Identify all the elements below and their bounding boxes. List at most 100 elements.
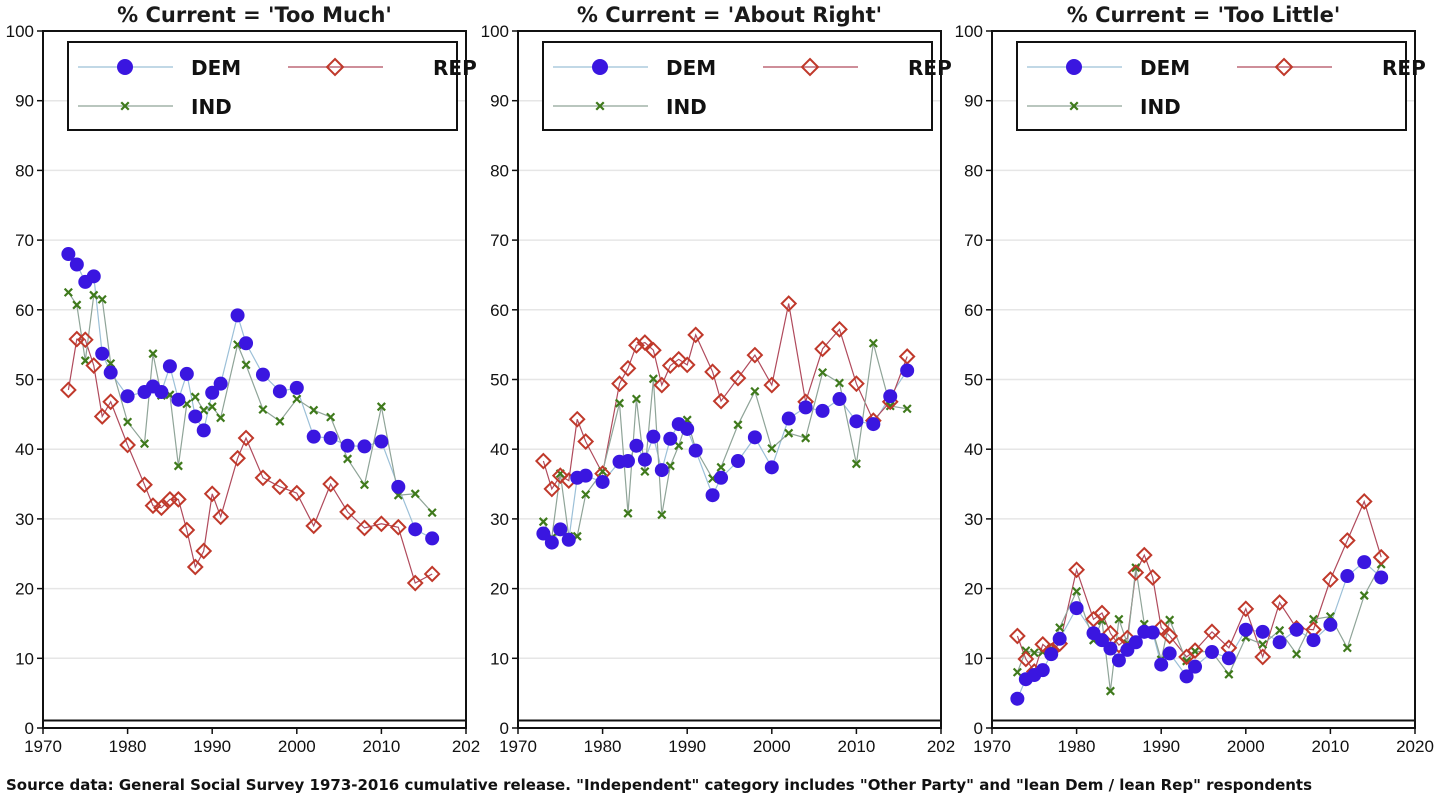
x-tick-label: 2020 [1396, 737, 1434, 756]
data-point [1355, 493, 1373, 510]
legend: DEM REP IND [1016, 41, 1426, 131]
data-point [173, 461, 183, 471]
x-tick-label: 2010 [837, 737, 875, 756]
data-point [729, 369, 747, 387]
y-tick-label: 60 [490, 301, 509, 320]
data-point [611, 375, 628, 393]
data-point [340, 438, 355, 453]
y-tick-label: 0 [25, 719, 34, 738]
data-point [628, 336, 645, 354]
legend-entry-dem: DEM [78, 56, 241, 80]
legend-label: IND [1140, 95, 1181, 119]
series-dem [1010, 555, 1389, 706]
data-point [798, 400, 813, 415]
data-point [76, 331, 94, 349]
data-point [85, 357, 103, 374]
legend-marker [800, 57, 820, 77]
data-point [832, 392, 847, 407]
data-point [61, 247, 76, 262]
legend-label: IND [666, 95, 707, 119]
data-point [578, 468, 593, 483]
x-tick-label: 1980 [109, 737, 147, 756]
data-point [1179, 669, 1194, 684]
data-point [89, 290, 99, 300]
data-point [139, 439, 150, 449]
data-point [356, 519, 373, 537]
data-point [237, 429, 255, 447]
data-point [63, 287, 73, 297]
data-point [581, 489, 591, 500]
data-point [831, 320, 848, 338]
y-tick-label: 30 [964, 510, 983, 529]
data-point [230, 308, 245, 323]
data-point [1224, 669, 1234, 679]
series-line-ind [1016, 563, 1382, 692]
data-point [1069, 601, 1084, 616]
data-point [1203, 623, 1221, 641]
legend-entry-rep: REP [288, 56, 477, 80]
data-point [1114, 614, 1124, 624]
data-point [186, 558, 204, 576]
y-tick-label: 10 [964, 649, 983, 668]
series-ind [63, 287, 437, 518]
data-point [1035, 663, 1050, 678]
data-point [657, 510, 667, 520]
panel-title: % Current = 'Too Much' [117, 3, 392, 27]
x-tick-label: 1970 [973, 737, 1011, 756]
x-tick-label: 1970 [24, 737, 62, 756]
data-point [1238, 622, 1253, 637]
y-tick-label: 40 [15, 440, 34, 459]
x-tick-label: 2010 [1311, 737, 1349, 756]
data-point [1152, 619, 1170, 637]
legend-entry-rep: REP [1237, 56, 1426, 80]
data-point [372, 515, 390, 533]
data-point [171, 392, 186, 407]
data-point [849, 414, 864, 429]
data-point [746, 346, 764, 364]
data-point [289, 380, 304, 395]
legend-marker [117, 59, 133, 75]
series-dem [61, 247, 440, 546]
data-point [1321, 571, 1339, 588]
data-point [1237, 600, 1255, 618]
data-point [750, 386, 760, 396]
data-point [1275, 625, 1285, 635]
data-point [205, 385, 220, 400]
data-point [69, 257, 84, 272]
data-point [1258, 639, 1268, 649]
data-point [1254, 648, 1272, 666]
data-point [631, 394, 641, 404]
legend-label: REP [908, 56, 952, 80]
data-point [902, 404, 912, 414]
data-point [636, 334, 654, 351]
legend-label: REP [433, 56, 477, 80]
data-point [646, 429, 661, 444]
data-point [1292, 649, 1302, 659]
data-point [663, 431, 678, 446]
data-point [1186, 642, 1204, 660]
legend-label: DEM [1140, 56, 1190, 80]
data-point [272, 384, 287, 399]
data-point [389, 518, 407, 536]
data-point [1012, 667, 1022, 677]
data-point [1165, 615, 1175, 625]
data-point [275, 416, 285, 426]
y-tick-label: 80 [15, 161, 34, 180]
data-point [648, 374, 658, 384]
data-point [229, 449, 246, 467]
data-point [306, 429, 321, 444]
data-point [162, 359, 177, 374]
legend-marker [1274, 57, 1294, 77]
data-point [747, 430, 762, 445]
data-point [1102, 624, 1119, 642]
data-point [1135, 546, 1153, 564]
y-tick-label: 30 [15, 510, 34, 529]
y-tick-label: 100 [6, 22, 34, 41]
y-tick-label: 70 [964, 231, 983, 250]
data-point [595, 474, 610, 489]
legend-label: DEM [666, 56, 716, 80]
data-point [1323, 617, 1338, 632]
data-point [213, 376, 228, 391]
data-point [1154, 657, 1169, 672]
